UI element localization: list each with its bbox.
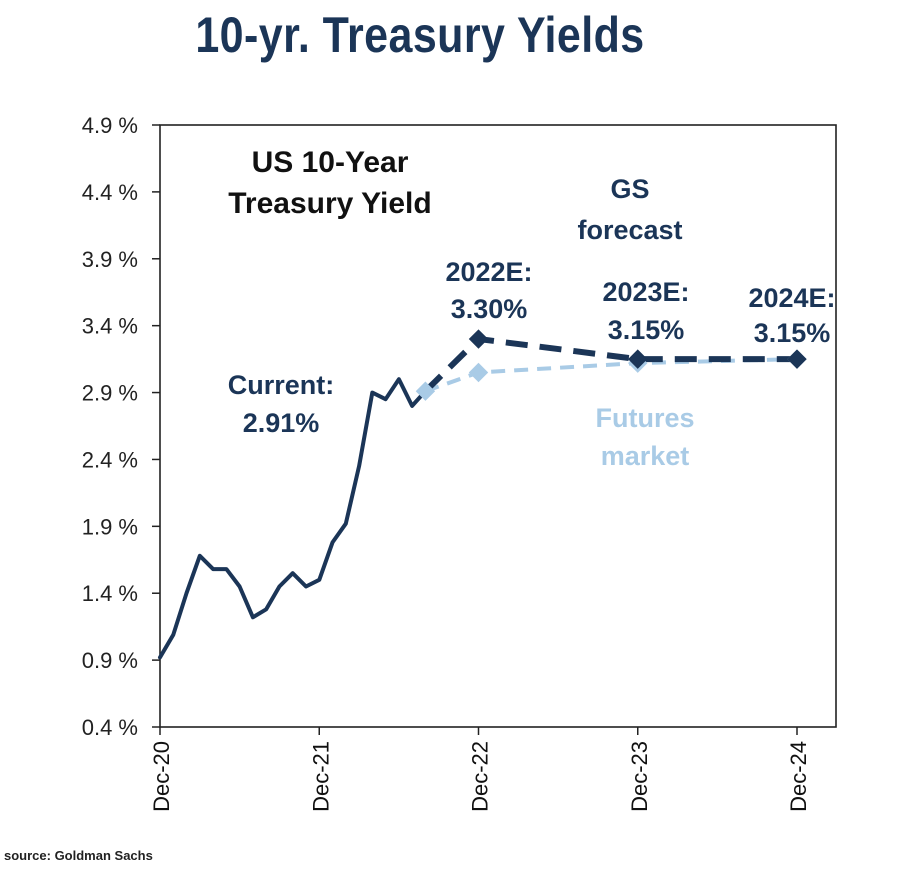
- gs-forecast-line: [423, 336, 797, 394]
- marker-group: [415, 329, 807, 401]
- source-note: source: Goldman Sachs: [4, 848, 153, 863]
- label-2022e: 2022E:: [445, 257, 532, 287]
- value-2022e: 3.30%: [451, 294, 528, 324]
- y-tick-label: 3.4 %: [82, 314, 138, 339]
- y-tick-label: 0.4 %: [82, 715, 138, 740]
- x-tick-label: Dec-20: [149, 741, 174, 812]
- x-axis: Dec-20 Dec-21 Dec-22 Dec-23 Dec-24: [149, 727, 811, 812]
- futures-market-line: [424, 357, 798, 394]
- value-2024e: 3.15%: [754, 318, 831, 348]
- chart-title-line2: Treasury Yield: [228, 187, 431, 220]
- y-tick-label: 1.4 %: [82, 581, 138, 606]
- y-tick-label: 2.4 %: [82, 447, 138, 472]
- gs-forecast-marker: [787, 349, 807, 369]
- label-2023e: 2023E:: [602, 277, 689, 307]
- label-2024e: 2024E:: [748, 283, 835, 313]
- plot-frame: [159, 124, 837, 728]
- x-tick-label: Dec-24: [786, 741, 811, 812]
- current-marker: [415, 381, 436, 401]
- gs-forecast-label-line1: GS: [610, 174, 649, 204]
- value-2023e: 3.15%: [608, 315, 685, 345]
- current-label: Current:: [228, 370, 335, 400]
- page-title: 10-yr. Treasury Yields: [195, 7, 645, 63]
- x-tick-label: Dec-23: [627, 741, 652, 812]
- y-tick-label: 4.4 %: [82, 180, 138, 205]
- futures-marker: [468, 362, 489, 383]
- y-tick-label: 4.9 %: [82, 113, 138, 138]
- futures-label-line2: market: [601, 441, 690, 471]
- y-tick-label: 3.9 %: [82, 247, 138, 272]
- chart-title-line1: US 10-Year: [252, 146, 409, 179]
- y-tick-label: 1.9 %: [82, 514, 138, 539]
- series-group: [158, 336, 798, 660]
- x-tick-label: Dec-22: [468, 741, 493, 812]
- y-axis: 4.9 % 4.4 % 3.9 % 3.4 % 2.9 % 2.4 % 1.9 % 1.4 %…: [82, 113, 160, 740]
- gs-forecast-marker: [628, 349, 648, 369]
- current-value: 2.91%: [243, 408, 320, 438]
- x-tick-label: Dec-21: [308, 741, 333, 812]
- y-tick-label: 0.9 %: [82, 648, 138, 673]
- gs-forecast-marker: [468, 329, 489, 349]
- gs-forecast-label-line2: forecast: [577, 215, 682, 245]
- historical-yield-line: [158, 377, 428, 660]
- y-tick-label: 2.9 %: [82, 381, 138, 406]
- futures-label-line1: Futures: [595, 403, 694, 433]
